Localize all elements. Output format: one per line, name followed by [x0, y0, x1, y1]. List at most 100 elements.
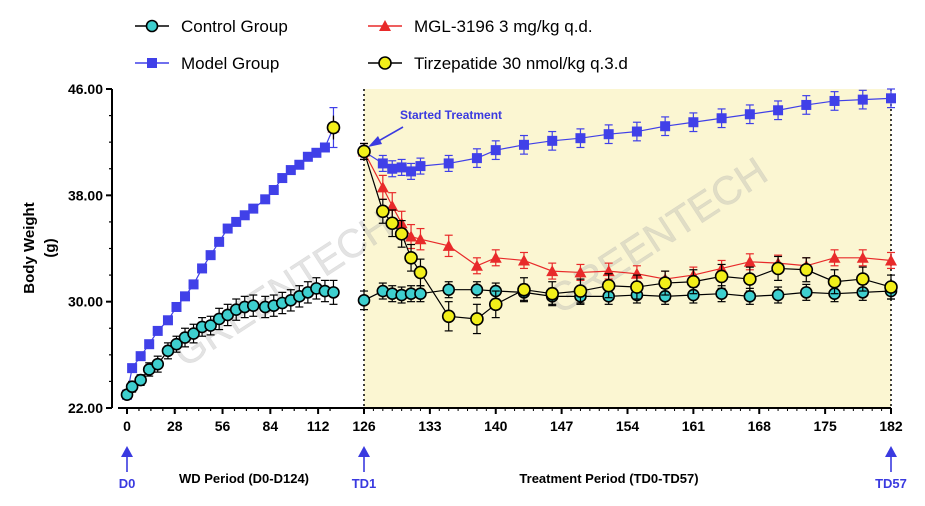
model-tx-point: [631, 126, 642, 137]
model-tx-point: [801, 99, 812, 110]
mgl-tx-point: [885, 254, 897, 266]
x-tick-label-right-6: 168: [748, 418, 772, 434]
model-wd-point: [180, 291, 191, 302]
model-tx-point: [406, 166, 417, 177]
model-tx-point: [575, 133, 586, 144]
y-tick-label-3: 46.00: [68, 81, 103, 97]
y-axis-title: Body Weight: [21, 202, 38, 293]
tirz-tx-point: [686, 274, 701, 289]
tirz-tx-point: [884, 280, 898, 294]
x-tick-label-left-3: 84: [263, 418, 279, 434]
control-wd-point: [151, 357, 165, 371]
tirz-tx-point: [743, 272, 757, 286]
x-tick-label-right-5: 161: [682, 418, 706, 434]
control-wd-point: [327, 286, 340, 299]
tirz-tx-point: [799, 262, 814, 277]
mgl-tx-point: [546, 265, 559, 277]
model-wd-point: [214, 236, 225, 247]
wd-end-points: [326, 115, 341, 140]
model-wd-point: [197, 263, 208, 274]
control-tx-point: [357, 294, 371, 307]
tirz-tx-point: [385, 216, 400, 231]
legend-item-control: Control Group: [135, 17, 288, 36]
y-tick-label-1: 30.00: [68, 294, 103, 310]
model-tx-point: [660, 121, 671, 132]
mgl-tx-point: [442, 239, 455, 251]
model-wd-point: [248, 203, 259, 214]
y-axis-unit: (g): [42, 238, 59, 257]
marker-d0: D0: [119, 446, 136, 491]
model-tx-point: [857, 94, 868, 105]
mgl-tx-point: [489, 251, 502, 263]
marker-td57-label: TD57: [875, 476, 907, 491]
tirz-tx-point: [827, 274, 842, 289]
legend-item-model: Model Group: [135, 54, 279, 73]
y-tick-label-2: 38.00: [68, 187, 103, 203]
model-tx-point: [518, 139, 529, 150]
legend-label-control: Control Group: [181, 17, 288, 36]
mgl-tx-point: [386, 199, 399, 211]
y-tick-label-0: 22.00: [68, 400, 103, 416]
model-wd-point: [294, 159, 305, 170]
x-tick-label-left-4: 112: [307, 418, 330, 434]
series-tx-model: [359, 88, 896, 180]
model-tx-point: [396, 162, 407, 173]
marker-d0-label: D0: [119, 476, 136, 491]
tirz-tx-point: [658, 276, 672, 290]
control-tx-point: [743, 290, 757, 303]
control-wd-point: [134, 373, 147, 387]
series-wd-control: [120, 277, 340, 402]
annotation-arrow-head: [368, 136, 382, 147]
control-wd-point: [204, 319, 217, 332]
x-tick-label-right-7: 175: [813, 418, 837, 434]
legend-marker-control: [145, 19, 159, 33]
model-wd-point: [268, 185, 279, 196]
x-tick-label-right-4: 154: [616, 418, 640, 434]
control-tx-point: [800, 286, 813, 299]
model-tx-point: [490, 145, 501, 156]
legend-marker-mgl: [379, 20, 391, 31]
mgl-tx-point: [376, 181, 389, 193]
control-tx-point: [771, 288, 785, 302]
model-wd-point: [319, 142, 330, 153]
model-wd-point: [127, 363, 138, 374]
marker-td1: TD1: [352, 446, 377, 491]
control-tx-point: [414, 287, 427, 300]
model-wd-point: [311, 147, 322, 158]
model-wd-point: [188, 279, 199, 290]
x-tick-label-left-0: 0: [123, 418, 131, 434]
tirz-tx-point: [357, 144, 371, 159]
tirz-tx-point: [714, 269, 729, 284]
x-tick-label-right-8: 182: [879, 418, 903, 434]
marker-td1-label: TD1: [352, 476, 377, 491]
model-tx-point: [415, 161, 426, 172]
tirz-tx-point: [601, 278, 616, 293]
control-wd-point: [246, 299, 260, 312]
tirz-tx-point: [441, 309, 456, 324]
x-tick-label-right-2: 140: [484, 418, 508, 434]
model-tx-point: [377, 158, 388, 169]
legend-item-tirz: Tirzepatide 30 nmol/kg q.3.d: [368, 54, 628, 73]
model-tx-point: [744, 109, 755, 120]
control-tx-point: [470, 283, 484, 297]
model-tx-point: [387, 163, 398, 174]
x-axis-title-wd: WD Period (D0-D124): [179, 471, 309, 486]
model-wd-point: [239, 210, 250, 221]
model-tx-point: [547, 135, 558, 146]
mgl-tx-point: [630, 267, 643, 279]
model-wd-point: [135, 351, 146, 362]
model-wd-point: [171, 301, 182, 312]
mgl-tx-point: [414, 233, 427, 245]
model-wd-point: [205, 250, 216, 261]
control-wd-point: [161, 344, 175, 358]
model-tx-point: [443, 158, 454, 169]
tirz-tx-point: [855, 272, 870, 286]
x-tick-label-right-0: 126: [352, 418, 376, 434]
control-wd-point: [187, 327, 200, 340]
tirz-wd-point: [326, 120, 341, 135]
model-tx-point: [716, 113, 727, 124]
tirz-tx-point: [470, 312, 484, 326]
model-tx-point: [886, 93, 896, 104]
tirz-tx-point: [404, 251, 418, 265]
model-tx-point: [773, 105, 784, 116]
